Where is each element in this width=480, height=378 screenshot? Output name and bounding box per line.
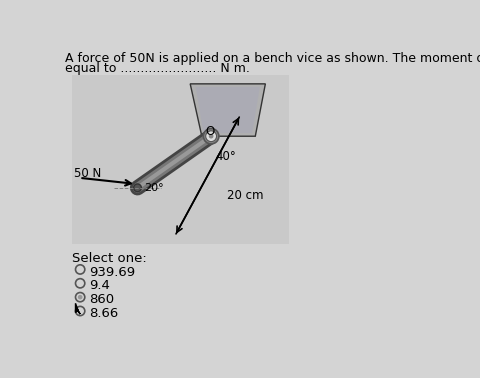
Polygon shape <box>190 84 265 136</box>
Text: 40°: 40° <box>215 150 236 163</box>
Circle shape <box>75 307 85 316</box>
Circle shape <box>75 265 85 274</box>
Text: 860: 860 <box>89 293 115 306</box>
Circle shape <box>206 131 216 142</box>
Circle shape <box>204 129 219 144</box>
Circle shape <box>75 279 85 288</box>
Text: 9.4: 9.4 <box>89 279 110 293</box>
Circle shape <box>133 184 142 192</box>
Text: 939.69: 939.69 <box>89 266 135 279</box>
Text: 20°: 20° <box>144 183 163 193</box>
Text: A force of 50N is applied on a bench vice as shown. The moment of this force abo: A force of 50N is applied on a bench vic… <box>65 51 480 65</box>
Text: O: O <box>205 125 214 138</box>
Polygon shape <box>196 87 260 133</box>
Text: 50 N: 50 N <box>74 167 101 180</box>
Bar <box>72 74 288 244</box>
Circle shape <box>75 293 85 302</box>
Text: 8.66: 8.66 <box>89 307 119 320</box>
Text: equal to ........................ N m.: equal to ........................ N m. <box>65 62 250 75</box>
Text: 20 cm: 20 cm <box>227 189 263 202</box>
Text: Select one:: Select one: <box>72 252 146 265</box>
Circle shape <box>209 134 214 138</box>
Polygon shape <box>75 303 80 314</box>
Circle shape <box>78 295 83 299</box>
